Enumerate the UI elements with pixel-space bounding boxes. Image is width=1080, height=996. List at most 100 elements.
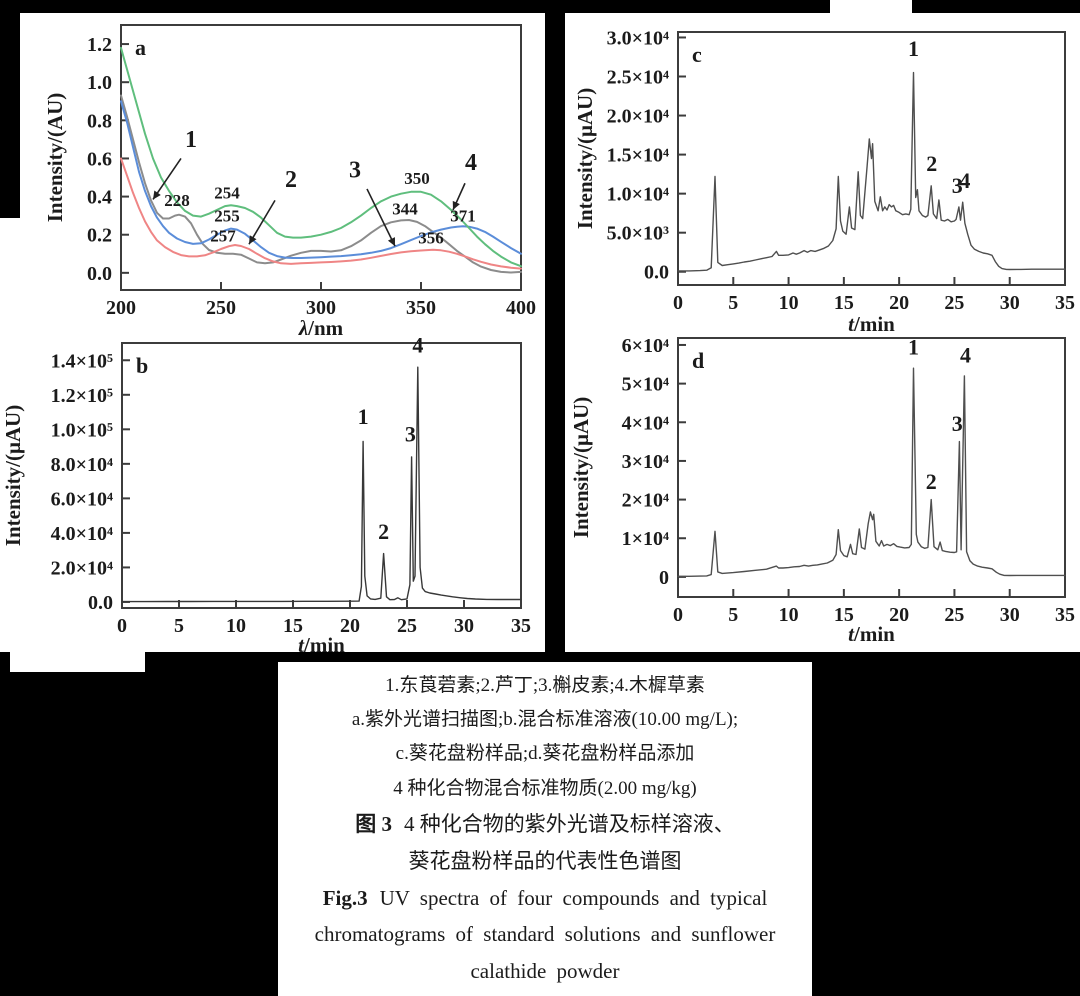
x-tick-label: 200	[106, 297, 136, 319]
caption-title-en-line1: Fig.3 UV spectra of four compounds and ty…	[278, 886, 812, 910]
annotation-1: 1	[185, 127, 197, 153]
caption-title-en-line3: calathide powder	[470, 959, 620, 984]
caption-panels-ab: a.紫外光谱扫描图;b.混合标准溶液(10.00 mg/L);	[351, 709, 739, 730]
x-tick-label: 30	[1000, 292, 1020, 314]
y-tick-label: 0.6	[87, 148, 112, 170]
y-tick-label: 0.2	[87, 225, 112, 247]
x-tick-label: 15	[283, 615, 303, 637]
annotation-2: 2	[926, 469, 937, 494]
y-axis-label: Intensity/(μAU)	[1, 405, 25, 546]
caption-panels-cd: c.葵花盘粉样品;d.葵花盘粉样品添加	[395, 743, 695, 765]
annotation-3: 3	[405, 421, 416, 446]
y-tick-label: 4.0×10⁴	[51, 523, 113, 545]
annotation-3: 3	[349, 158, 361, 184]
annotation-arrow	[152, 158, 182, 200]
y-tick-label: 1.0×10⁴	[607, 184, 669, 206]
caption-compound-key: 1.东莨菪素;2.芦丁;3.槲皮素;4.木樨草素	[385, 674, 705, 696]
series-compound-4-green	[120, 46, 522, 268]
scan-artifact-middle-strip	[545, 13, 565, 658]
x-tick-label: 5	[728, 604, 738, 626]
y-tick-label: 1.0×10⁵	[51, 419, 113, 441]
y-tick-label: 0.0	[87, 263, 112, 285]
y-axis-label: Intensity/(μAU)	[573, 88, 597, 229]
y-tick-label: 2×10⁴	[622, 490, 669, 512]
figure-title-en: UV spectra of four compounds and typical	[379, 885, 768, 910]
annotation-350: 350	[404, 169, 430, 188]
x-tick-label: 10	[226, 615, 246, 637]
figure-title-zh: 4 种化合物的紫外光谱及标样溶液、	[404, 812, 735, 837]
figure-caption: 1.东莨菪素;2.芦丁;3.槲皮素;4.木樨草素 a.紫外光谱扫描图;b.混合标…	[278, 662, 812, 996]
annotation-344: 344	[392, 200, 418, 219]
annotation-3: 3	[952, 173, 963, 198]
y-tick-label: 8.0×10⁴	[51, 454, 113, 476]
x-tick-label: 35	[511, 615, 531, 637]
x-axis-label: t/min	[298, 633, 345, 657]
plot-border-c	[677, 31, 1066, 286]
annotation-255: 255	[214, 206, 240, 225]
annotation-371: 371	[450, 207, 476, 226]
x-axis-label: t/min	[848, 622, 895, 646]
annotation-arrow	[366, 188, 396, 247]
annotation-356: 356	[418, 228, 444, 247]
annotation-arrowhead	[452, 200, 460, 210]
annotation-4: 4	[959, 168, 970, 193]
y-tick-label: 0.0	[644, 262, 669, 284]
y-tick-label: 1.2×10⁵	[51, 385, 113, 407]
x-axis-label: t/min	[848, 312, 895, 336]
y-axis-label: Intensity/(μAU)	[569, 397, 593, 538]
annotation-2: 2	[926, 151, 937, 176]
x-tick-label: 5	[174, 615, 184, 637]
annotation-4: 4	[960, 342, 971, 367]
caption-title-zh-line1: 图 3 4 种化合物的紫外光谱及标样溶液、	[278, 812, 812, 836]
y-tick-label: 2.0×10⁴	[51, 557, 113, 579]
x-tick-label: 15	[834, 292, 854, 314]
x-tick-label: 10	[779, 604, 799, 626]
y-tick-label: 2.5×10⁴	[607, 67, 669, 89]
annotation-1: 1	[908, 335, 919, 360]
x-tick-label: 35	[1055, 292, 1075, 314]
x-tick-label: 0	[673, 604, 683, 626]
x-tick-label: 30	[454, 615, 474, 637]
panel-letter-a: a	[135, 35, 146, 60]
x-tick-label: 20	[889, 292, 909, 314]
x-axis-label: λ/nm	[298, 316, 344, 340]
x-tick-label: 300	[306, 297, 336, 319]
figure-number-zh: 图 3	[355, 812, 392, 837]
panel-letter-c: c	[692, 42, 702, 67]
y-tick-label: 1.0	[87, 72, 112, 94]
y-tick-label: 5×10⁴	[622, 374, 669, 396]
scan-artifact-left-strip	[0, 0, 20, 218]
x-tick-label: 25	[944, 604, 964, 626]
panel-letter-d: d	[692, 348, 704, 373]
figure-number-en: Fig.3	[322, 885, 368, 910]
y-tick-label: 5.0×10³	[607, 223, 669, 245]
y-tick-label: 0.0	[88, 592, 113, 614]
series-compound-3-blue	[120, 100, 522, 259]
x-tick-label: 400	[506, 297, 536, 319]
caption-title-en-line2: chromatograms of standard solutions and …	[314, 922, 776, 947]
x-tick-label: 0	[673, 292, 683, 314]
y-tick-label: 1.5×10⁴	[607, 145, 669, 167]
x-tick-label: 250	[206, 297, 236, 319]
panel-letter-b: b	[136, 353, 148, 378]
plot-border-d	[677, 337, 1066, 598]
y-tick-label: 6.0×10⁴	[51, 488, 113, 510]
y-tick-label: 1.2	[87, 34, 112, 56]
annotation-2: 2	[285, 167, 297, 193]
y-tick-label: 0.4	[87, 187, 112, 209]
caption-spike-note: 4 种化合物混合标准物质(2.00 mg/kg)	[393, 777, 697, 799]
series-compound-2-red	[120, 157, 522, 270]
x-tick-label: 35	[1055, 604, 1075, 626]
annotation-228: 228	[164, 191, 190, 210]
y-tick-label: 1.4×10⁵	[51, 350, 113, 372]
x-tick-label: 25	[397, 615, 417, 637]
scan-white-notch	[10, 652, 145, 672]
scan-artifact-top-bar-left	[0, 0, 830, 13]
annotation-254: 254	[214, 183, 240, 202]
annotation-1: 1	[908, 36, 919, 61]
x-tick-label: 15	[834, 604, 854, 626]
